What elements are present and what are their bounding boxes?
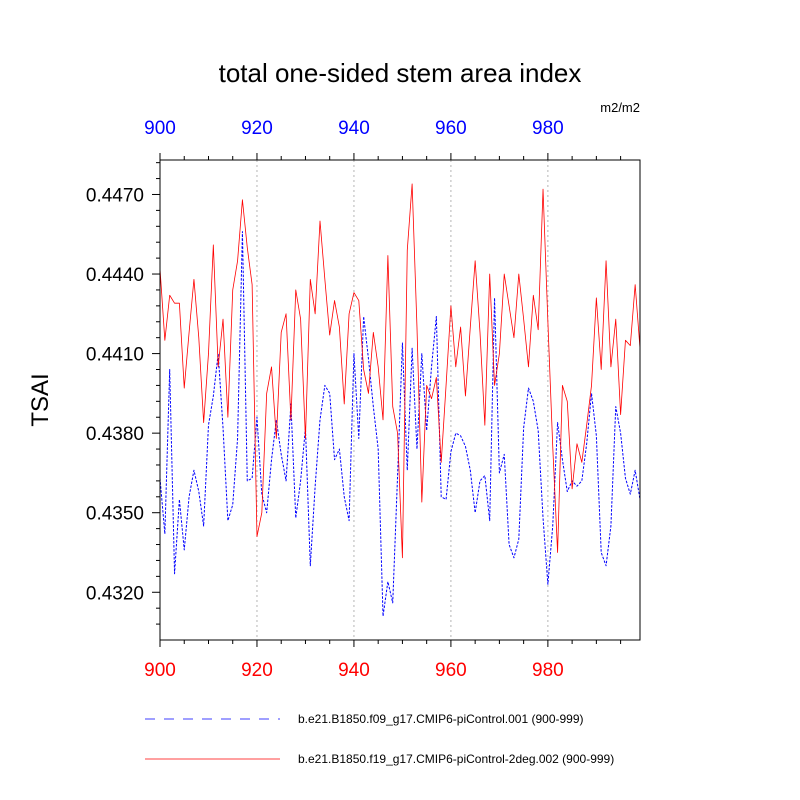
x-tick-label-bottom: 980 — [532, 660, 564, 681]
ticks — [152, 153, 622, 647]
y-tick-label: 0.4320 — [86, 583, 144, 604]
grid-lines — [256, 160, 549, 640]
y-tick-label: 0.4470 — [86, 185, 144, 206]
legend-label-series-1: b.e21.B1850.f19_g17.CMIP6-piControl-2deg… — [298, 752, 614, 766]
series-line-0 — [159, 231, 641, 617]
x-tick-label-bottom: 940 — [338, 660, 370, 681]
tick-labels: 900 920 940 960 980 900 920 940 960 980 0.4320 0.43… — [86, 118, 564, 681]
legend: b.e21.B1850.f09_g17.CMIP6-piControl.001 … — [145, 712, 614, 766]
x-tick-label-bottom: 960 — [435, 660, 467, 681]
chart-title: total one-sided stem area index — [219, 58, 582, 88]
y-axis-label: TSAI — [27, 373, 54, 426]
legend-label-series-0: b.e21.B1850.f09_g17.CMIP6-piControl.001 … — [298, 712, 584, 726]
axes — [159, 159, 641, 641]
plot-frame — [159, 159, 641, 641]
x-tick-label-top: 960 — [435, 118, 467, 139]
y-tick-label: 0.4410 — [86, 345, 144, 366]
y-tick-label: 0.4380 — [86, 424, 144, 445]
y-tick-label: 0.4440 — [86, 265, 144, 286]
x-tick-label-top: 920 — [241, 118, 273, 139]
y-tick-label: 0.4350 — [86, 504, 144, 525]
x-tick-label-bottom: 900 — [144, 660, 176, 681]
series-line-1 — [159, 183, 641, 559]
units-label: m2/m2 — [600, 100, 640, 115]
series-layer — [159, 183, 641, 617]
x-tick-label-top: 940 — [338, 118, 370, 139]
x-tick-label-bottom: 920 — [241, 660, 273, 681]
x-tick-label-top: 980 — [532, 118, 564, 139]
x-tick-label-top: 900 — [144, 118, 176, 139]
